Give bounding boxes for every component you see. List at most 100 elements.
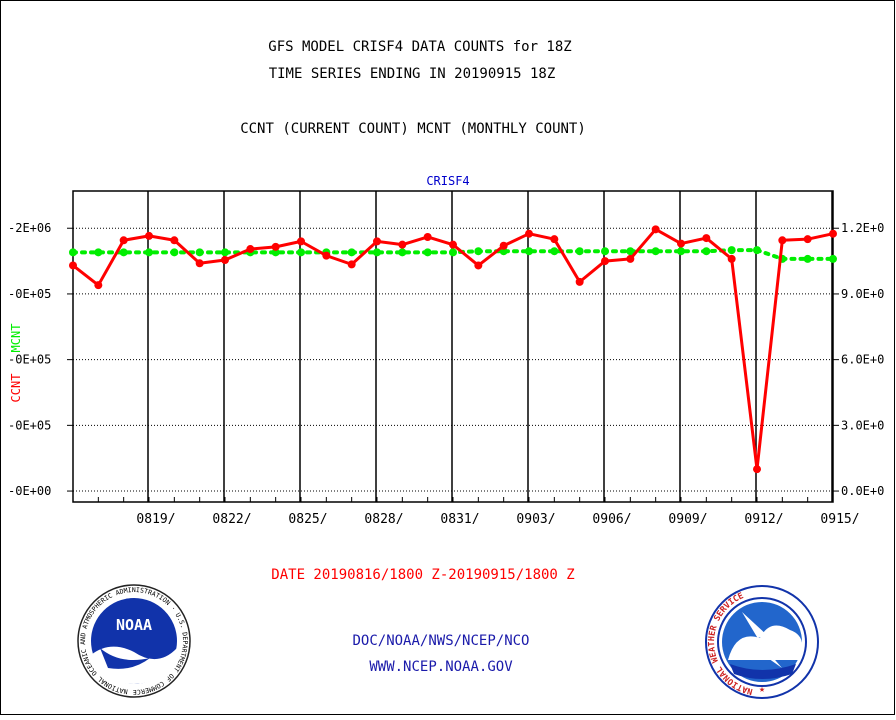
left-tick-label: -0E+05 bbox=[8, 287, 51, 301]
mcnt-point bbox=[575, 247, 584, 256]
mcnt-point bbox=[626, 247, 635, 256]
right-tick-label: 1.2E+0 bbox=[841, 221, 884, 235]
ccnt-point bbox=[601, 257, 609, 266]
right-tick-label: 0.0E+0 bbox=[841, 484, 884, 498]
x-tick-label: 0819/ bbox=[136, 512, 175, 527]
x-tick-label: 0915/ bbox=[820, 512, 859, 527]
ccnt-point bbox=[449, 240, 457, 249]
mcnt-point bbox=[677, 247, 685, 256]
ccnt-point bbox=[170, 236, 179, 245]
mcnt-point bbox=[525, 247, 533, 256]
chart-subtitle: CCNT (CURRENT COUNT) MCNT (MONTHLY COUNT… bbox=[240, 121, 586, 137]
ccnt-point bbox=[94, 281, 103, 290]
ccnt-point bbox=[829, 229, 837, 238]
ccnt-point bbox=[145, 231, 153, 240]
ccnt-point bbox=[246, 245, 255, 254]
ccnt-point bbox=[702, 234, 711, 243]
mcnt-point bbox=[803, 254, 812, 263]
mcnt-point bbox=[145, 248, 153, 257]
mcnt-point bbox=[398, 248, 407, 257]
y-axis-label-ccnt: CCNT bbox=[9, 374, 23, 403]
left-tick-label: -2E+06 bbox=[8, 221, 51, 235]
mcnt-point bbox=[119, 248, 128, 257]
ccnt-point bbox=[195, 259, 204, 268]
right-tick-label: 6.0E+0 bbox=[841, 353, 884, 367]
mcnt-point bbox=[347, 248, 356, 257]
mcnt-point bbox=[753, 246, 761, 255]
ccnt-point bbox=[753, 465, 761, 474]
url-link[interactable]: WWW.NCEP.NOAA.GOV bbox=[369, 659, 513, 675]
ccnt-point bbox=[69, 261, 77, 270]
mcnt-point bbox=[271, 248, 280, 257]
plot-title: CRISF4 bbox=[426, 174, 469, 188]
ccnt-point bbox=[803, 235, 812, 244]
mcnt-point bbox=[499, 247, 508, 256]
ccnt-point bbox=[271, 242, 280, 251]
grid-lines bbox=[73, 191, 833, 502]
mcnt-point bbox=[69, 248, 77, 257]
left-tick-label: -0E+05 bbox=[8, 353, 51, 367]
mcnt-point bbox=[373, 248, 381, 257]
ccnt-point bbox=[778, 236, 787, 245]
ccnt-point bbox=[677, 239, 685, 248]
ccnt-point bbox=[550, 235, 559, 244]
chart-title-line2: TIME SERIES ENDING IN 20190915 18Z bbox=[269, 66, 556, 82]
mcnt-point bbox=[474, 247, 483, 256]
ccnt-point bbox=[347, 260, 356, 269]
right-tick-label: 3.0E+0 bbox=[841, 418, 884, 432]
ccnt-point bbox=[221, 255, 229, 264]
ccnt-point bbox=[651, 225, 660, 234]
mcnt-point bbox=[221, 248, 229, 257]
mcnt-point bbox=[727, 246, 736, 255]
mcnt-point bbox=[550, 247, 559, 256]
mcnt-point bbox=[829, 254, 837, 263]
ccnt-point bbox=[373, 237, 381, 246]
x-axis-ticks: 0819/0822/0825/0828/0831/0903/0906/0909/… bbox=[97, 497, 860, 527]
left-tick-label: -0E+00 bbox=[8, 484, 51, 498]
ccnt-point bbox=[398, 240, 407, 249]
x-tick-label: 0906/ bbox=[592, 512, 631, 527]
ccnt-point bbox=[525, 229, 533, 238]
mcnt-point bbox=[423, 248, 432, 257]
ccnt-point bbox=[322, 251, 331, 260]
mcnt-point bbox=[702, 247, 711, 256]
x-tick-label: 0912/ bbox=[744, 512, 783, 527]
ccnt-point bbox=[474, 261, 483, 270]
org-label: DOC/NOAA/NWS/NCEP/NCO bbox=[352, 633, 529, 649]
chart-title-line1: GFS MODEL CRISF4 DATA COUNTS for 18Z bbox=[268, 39, 571, 55]
x-tick-label: 0822/ bbox=[212, 512, 251, 527]
noaa-logo-text: NOAA bbox=[116, 616, 152, 634]
ccnt-point bbox=[575, 277, 584, 286]
mcnt-point bbox=[94, 248, 103, 257]
ccnt-point bbox=[626, 254, 635, 263]
mcnt-point bbox=[297, 248, 305, 257]
x-tick-label: 0828/ bbox=[364, 512, 403, 527]
mcnt-point bbox=[651, 247, 660, 256]
mcnt-point bbox=[601, 247, 609, 256]
x-tick-label: 0909/ bbox=[668, 512, 707, 527]
series-mcnt bbox=[69, 246, 837, 263]
nws-logo-icon: NATIONAL WEATHER SERVICE ★ bbox=[705, 585, 819, 699]
mcnt-point bbox=[195, 248, 204, 257]
date-range-label: DATE 20190816/1800 Z-20190915/1800 Z bbox=[271, 567, 574, 583]
x-tick-label: 0903/ bbox=[516, 512, 555, 527]
right-tick-label: 9.0E+0 bbox=[841, 287, 884, 301]
ccnt-point bbox=[119, 236, 128, 245]
series-ccnt bbox=[69, 225, 837, 474]
ccnt-point bbox=[423, 232, 432, 241]
ccnt-point bbox=[499, 241, 508, 250]
ccnt-point bbox=[727, 254, 736, 263]
x-tick-label: 0825/ bbox=[288, 512, 327, 527]
ccnt-point bbox=[297, 237, 305, 246]
left-axis-ticks: -2E+06 -0E+05 -0E+05 -0E+05 -0E+00 bbox=[8, 221, 73, 498]
mcnt-point bbox=[170, 248, 179, 257]
noaa-logo-icon: NOAA NATIONAL OCEANIC AND ATMOSPHERIC AD… bbox=[77, 584, 191, 698]
mcnt-point bbox=[449, 248, 457, 257]
right-axis-ticks: 1.2E+0 9.0E+0 6.0E+0 3.0E+0 0.0E+0 bbox=[833, 221, 884, 498]
x-tick-label: 0831/ bbox=[440, 512, 479, 527]
y-axis-label-mcnt: MCNT bbox=[9, 324, 23, 353]
svg-text:★: ★ bbox=[759, 684, 765, 695]
left-tick-label: -0E+05 bbox=[8, 418, 51, 432]
